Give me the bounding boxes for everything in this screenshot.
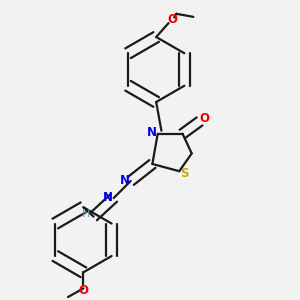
Text: N: N [103,191,113,204]
Text: N: N [147,126,157,139]
Text: S: S [181,167,189,180]
Text: O: O [78,284,88,297]
Text: H: H [82,208,90,218]
Text: O: O [167,14,177,26]
Text: O: O [199,112,209,125]
Text: N: N [120,174,130,187]
